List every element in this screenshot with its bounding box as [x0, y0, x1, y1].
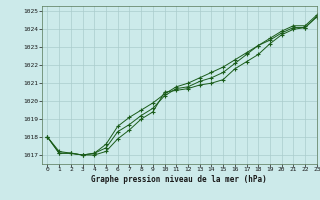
X-axis label: Graphe pression niveau de la mer (hPa): Graphe pression niveau de la mer (hPa) — [91, 175, 267, 184]
